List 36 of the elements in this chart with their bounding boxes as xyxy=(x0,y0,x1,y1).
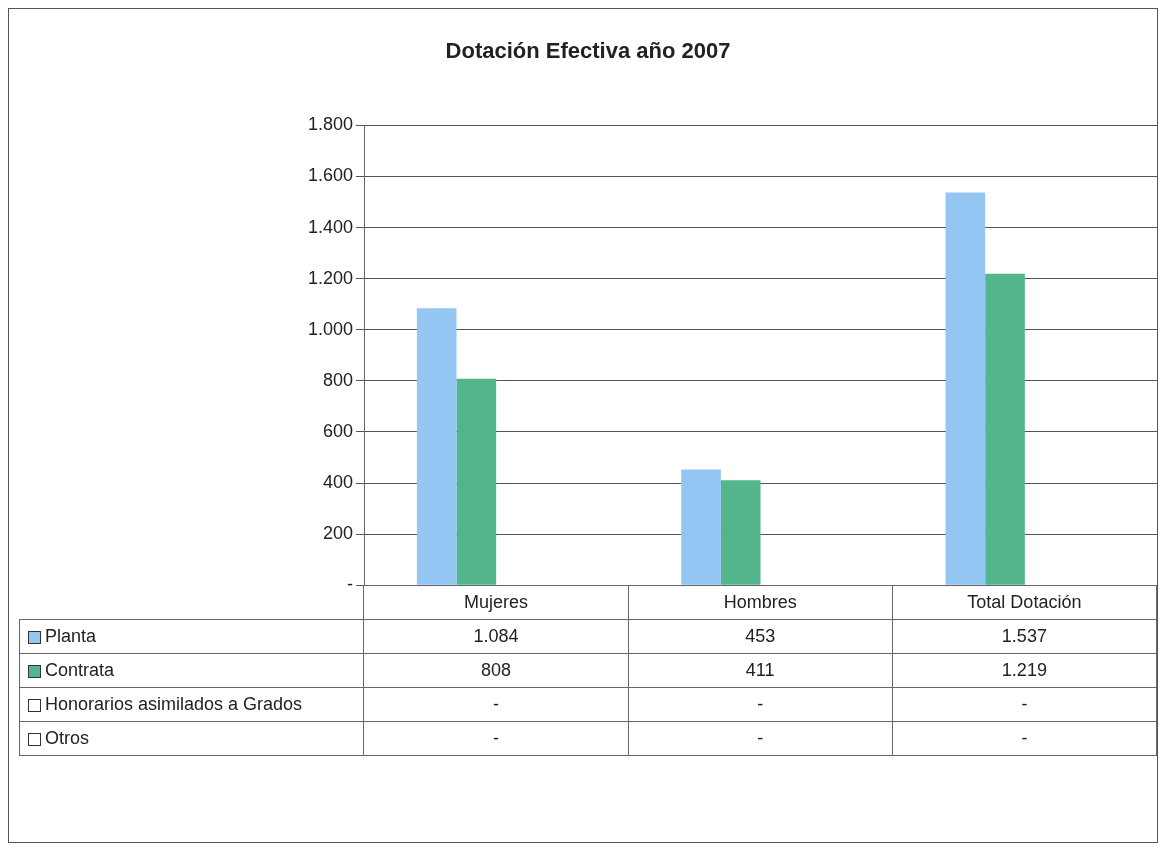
y-tick-label: 1.000 xyxy=(307,318,353,339)
legend-label: Contrata xyxy=(19,653,364,688)
legend-label: Honorarios asimilados a Grados xyxy=(19,687,364,722)
data-label: 1.084 xyxy=(363,619,629,654)
x-tick-label: Mujeres xyxy=(363,585,629,620)
text: - xyxy=(757,728,764,749)
text: - xyxy=(492,694,499,715)
y-tick-label: 1.800 xyxy=(307,114,353,135)
bar xyxy=(985,273,1025,585)
x-tick-label: Total Dotación xyxy=(892,585,1157,620)
bar xyxy=(416,308,457,585)
legend-label: Planta xyxy=(19,619,364,654)
data-label: 453 xyxy=(628,619,893,654)
data-label: 411 xyxy=(628,653,893,688)
y-tick-label: 600 xyxy=(322,420,353,441)
y-tick-label: 1.200 xyxy=(307,267,353,288)
text: - xyxy=(492,728,499,749)
y-tick-label: 400 xyxy=(322,471,353,492)
y-tick-label: 800 xyxy=(322,369,353,390)
data-label: 1.537 xyxy=(892,619,1157,654)
bar xyxy=(945,192,986,585)
legend-label: Otros xyxy=(19,721,364,756)
x-tick-label: Hombres xyxy=(628,585,893,620)
chart-title: Dotación Efectiva año 2007 xyxy=(445,38,731,64)
text: - xyxy=(757,694,764,715)
bar xyxy=(720,480,761,585)
bar xyxy=(681,469,721,585)
data-label: 808 xyxy=(363,653,629,688)
text: - xyxy=(1021,694,1028,715)
y-tick-label: 1.400 xyxy=(307,216,353,237)
data-label: 1.219 xyxy=(892,653,1157,688)
text: - xyxy=(1021,728,1028,749)
bar xyxy=(456,378,497,585)
y-tick-label: 200 xyxy=(322,523,353,544)
y-tick-label: - xyxy=(347,574,353,595)
y-tick-label: 1.600 xyxy=(307,165,353,186)
